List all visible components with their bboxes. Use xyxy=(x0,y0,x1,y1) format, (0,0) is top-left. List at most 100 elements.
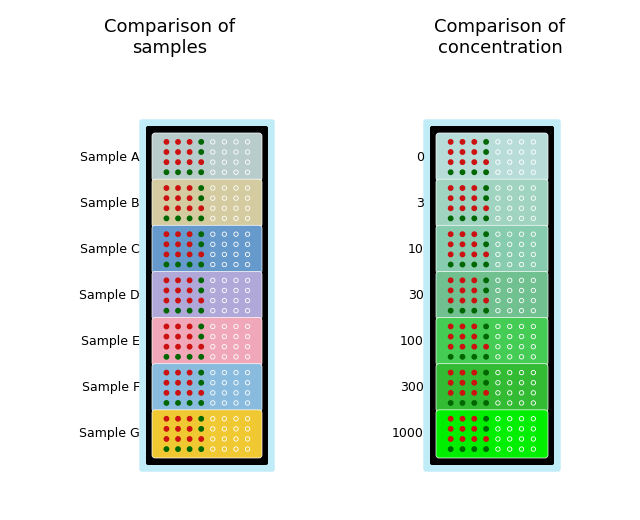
Circle shape xyxy=(472,206,477,211)
Circle shape xyxy=(460,437,465,441)
Circle shape xyxy=(164,262,169,267)
Circle shape xyxy=(472,150,477,154)
Circle shape xyxy=(484,206,488,211)
Circle shape xyxy=(188,206,192,211)
Circle shape xyxy=(472,278,477,282)
Circle shape xyxy=(176,401,180,405)
Circle shape xyxy=(199,401,204,405)
Circle shape xyxy=(188,186,192,190)
Text: Sample C: Sample C xyxy=(80,243,140,256)
Circle shape xyxy=(460,344,465,349)
Circle shape xyxy=(164,417,169,421)
Circle shape xyxy=(164,242,169,246)
Circle shape xyxy=(176,252,180,256)
Circle shape xyxy=(199,206,204,211)
Circle shape xyxy=(460,401,465,405)
Circle shape xyxy=(199,278,204,282)
Circle shape xyxy=(472,252,477,256)
Circle shape xyxy=(164,278,169,282)
Circle shape xyxy=(484,370,488,375)
Circle shape xyxy=(449,298,453,303)
Circle shape xyxy=(484,150,488,154)
Circle shape xyxy=(176,447,180,451)
Circle shape xyxy=(484,170,488,174)
Circle shape xyxy=(176,140,180,144)
Circle shape xyxy=(484,417,488,421)
Circle shape xyxy=(176,186,180,190)
Circle shape xyxy=(199,417,204,421)
Circle shape xyxy=(176,196,180,200)
Circle shape xyxy=(472,170,477,174)
Text: 3: 3 xyxy=(416,197,424,210)
FancyBboxPatch shape xyxy=(146,126,268,465)
Circle shape xyxy=(460,370,465,375)
Circle shape xyxy=(460,232,465,237)
Circle shape xyxy=(199,437,204,441)
Circle shape xyxy=(176,381,180,385)
Circle shape xyxy=(449,160,453,164)
Circle shape xyxy=(164,232,169,237)
Circle shape xyxy=(472,437,477,441)
FancyBboxPatch shape xyxy=(152,179,262,227)
Circle shape xyxy=(188,160,192,164)
Text: Comparison of
concentration: Comparison of concentration xyxy=(435,18,566,57)
Circle shape xyxy=(164,370,169,375)
Circle shape xyxy=(449,150,453,154)
Circle shape xyxy=(164,344,169,349)
Circle shape xyxy=(199,381,204,385)
Circle shape xyxy=(164,170,169,174)
Circle shape xyxy=(449,447,453,451)
Circle shape xyxy=(472,242,477,246)
Circle shape xyxy=(164,252,169,256)
FancyBboxPatch shape xyxy=(152,225,262,274)
FancyBboxPatch shape xyxy=(436,318,548,366)
Circle shape xyxy=(484,401,488,405)
Circle shape xyxy=(199,140,204,144)
Circle shape xyxy=(472,427,477,431)
Circle shape xyxy=(188,252,192,256)
Circle shape xyxy=(484,381,488,385)
FancyBboxPatch shape xyxy=(152,271,262,320)
Circle shape xyxy=(188,278,192,282)
Circle shape xyxy=(164,140,169,144)
Circle shape xyxy=(188,170,192,174)
Text: Sample D: Sample D xyxy=(79,289,140,302)
Circle shape xyxy=(199,262,204,267)
Circle shape xyxy=(199,242,204,246)
Circle shape xyxy=(176,391,180,395)
Circle shape xyxy=(484,196,488,200)
FancyBboxPatch shape xyxy=(430,126,554,465)
Circle shape xyxy=(164,308,169,313)
Circle shape xyxy=(460,447,465,451)
Circle shape xyxy=(199,324,204,329)
Circle shape xyxy=(188,216,192,220)
Circle shape xyxy=(484,140,488,144)
Circle shape xyxy=(449,216,453,220)
Circle shape xyxy=(484,262,488,267)
Circle shape xyxy=(164,427,169,431)
Circle shape xyxy=(449,391,453,395)
Circle shape xyxy=(460,298,465,303)
Circle shape xyxy=(164,206,169,211)
Circle shape xyxy=(176,278,180,282)
Circle shape xyxy=(472,186,477,190)
Text: 10: 10 xyxy=(408,243,424,256)
Circle shape xyxy=(188,242,192,246)
Circle shape xyxy=(460,417,465,421)
Circle shape xyxy=(449,288,453,293)
Circle shape xyxy=(199,370,204,375)
Circle shape xyxy=(199,232,204,237)
Circle shape xyxy=(484,427,488,431)
Circle shape xyxy=(164,355,169,359)
Circle shape xyxy=(460,160,465,164)
Circle shape xyxy=(188,334,192,339)
Circle shape xyxy=(484,278,488,282)
Circle shape xyxy=(460,206,465,211)
Circle shape xyxy=(188,370,192,375)
Circle shape xyxy=(460,216,465,220)
Circle shape xyxy=(460,196,465,200)
Circle shape xyxy=(164,150,169,154)
Circle shape xyxy=(199,196,204,200)
Circle shape xyxy=(472,288,477,293)
Circle shape xyxy=(188,381,192,385)
